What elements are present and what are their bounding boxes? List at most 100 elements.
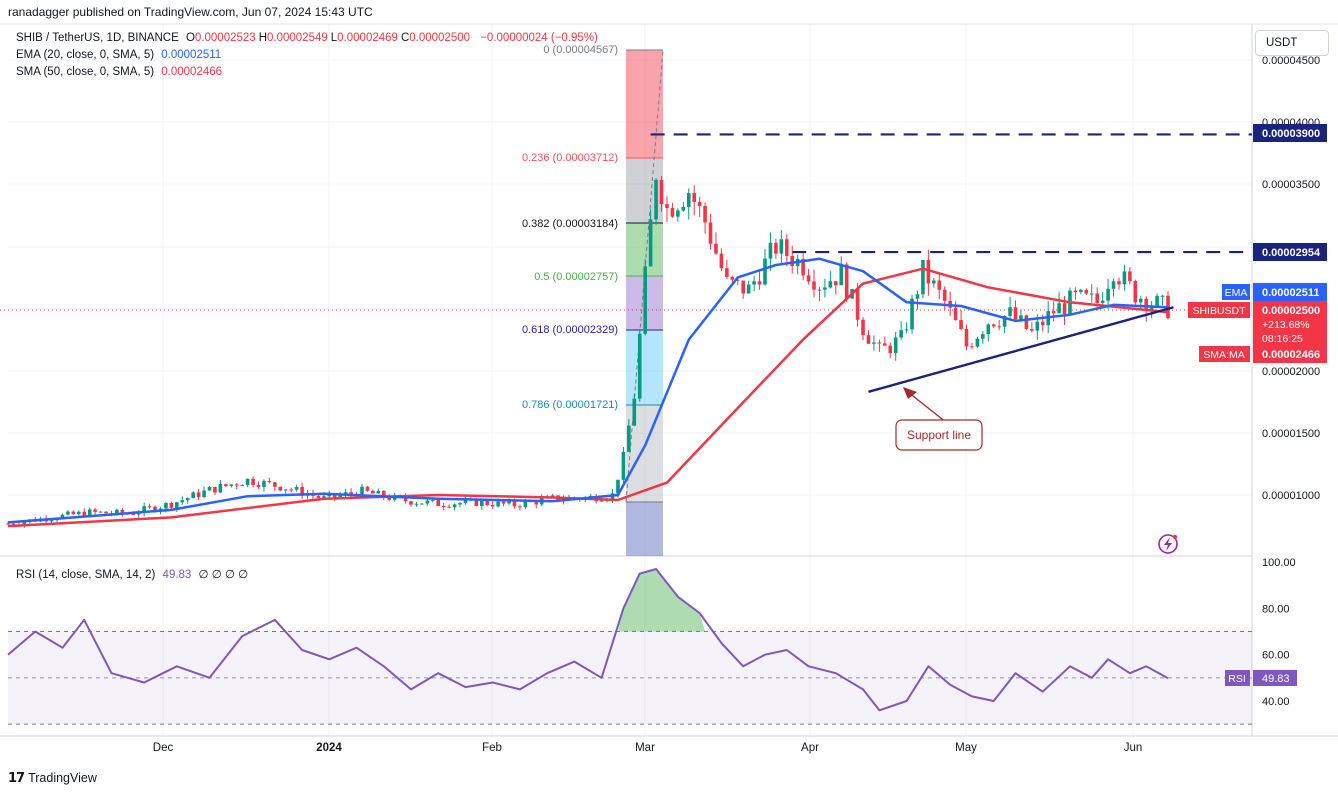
- rsi-axis-tick: 80.00: [1262, 603, 1290, 615]
- fib-level-label: 0.236 (0.00003712): [522, 152, 618, 164]
- candle-body: [425, 500, 430, 504]
- rsi-overbought-fill: [617, 569, 706, 632]
- candle-body: [752, 281, 756, 285]
- candle-body: [1144, 298, 1149, 311]
- candle-body: [926, 259, 931, 284]
- rsi-legend-label: RSI (14, close, SMA, 14, 2): [16, 569, 156, 581]
- candle-body: [823, 287, 827, 290]
- candle-body: [757, 281, 762, 285]
- rsi-legend[interactable]: RSI (14, close, SMA, 14, 2) 49.83 ∅ ∅ ∅ …: [16, 567, 248, 581]
- candle-body: [316, 495, 321, 498]
- candle-body: [1019, 315, 1023, 320]
- change-value: −0.00000024 (−0.95%): [480, 32, 598, 44]
- candle-body: [686, 193, 691, 207]
- candle-body: [779, 239, 784, 254]
- candle-body: [1040, 321, 1045, 326]
- fib-level-label: 0.618 (0.00002329): [522, 324, 618, 336]
- badge-ema-tag-bg: [1222, 284, 1250, 300]
- candle-body: [49, 520, 54, 522]
- candle-body: [251, 478, 255, 486]
- candle-body: [1122, 271, 1127, 285]
- ohlc-value-o: 0.00002523: [194, 32, 256, 44]
- fib-zone: [626, 405, 663, 502]
- candle-body: [458, 503, 462, 505]
- badge-ema-tag: EMA: [1225, 287, 1248, 299]
- candle-body: [937, 280, 942, 290]
- candle-body: [1057, 303, 1061, 314]
- candle-body: [218, 484, 223, 493]
- candle-body: [153, 506, 157, 512]
- candle-body: [376, 490, 381, 494]
- candle-body: [22, 521, 27, 525]
- candle-body: [774, 242, 778, 254]
- badge-ema-value: 0.00002511: [1262, 287, 1320, 299]
- badge-price-value: 0.00002500: [1262, 305, 1320, 317]
- sma-legend[interactable]: SMA (50, close, 0, SMA, 5) 0.00002466: [16, 66, 222, 78]
- candle-body: [1013, 307, 1018, 320]
- badge-resistance-mid: 0.00002954: [1262, 247, 1321, 259]
- candle-body: [1100, 300, 1105, 303]
- candle-body: [1089, 293, 1094, 295]
- candle-body: [899, 330, 903, 338]
- candle-body: [883, 343, 887, 346]
- badge-symbol-tag: SHIBUSDT: [1192, 305, 1246, 317]
- candle-body: [1008, 307, 1012, 317]
- ohlc-label-h: H: [258, 32, 267, 44]
- publisher-line: ranadagger published on TradingView.com,…: [8, 5, 373, 19]
- candle-body: [730, 276, 735, 280]
- price-axis-tick: 0.00004500: [1262, 55, 1320, 67]
- currency-button[interactable]: USDT: [1255, 30, 1329, 56]
- candle-body: [289, 489, 293, 491]
- lightning-icon[interactable]: [1158, 534, 1178, 554]
- footer-brand[interactable]: 𝟭𝟳 TradingView: [8, 770, 97, 786]
- rsi-axis-tick: 60.00: [1262, 650, 1290, 662]
- candle-body: [136, 512, 141, 515]
- candle-body: [1084, 289, 1089, 294]
- badge-rsi-value-bg: [1253, 670, 1297, 686]
- rsi-axis-tick: 100.00: [1262, 557, 1296, 569]
- candle-body: [921, 259, 925, 295]
- candle-body: [654, 179, 658, 220]
- candle-body: [169, 502, 174, 508]
- badge-sma-tag: SMA:MA: [1203, 349, 1244, 361]
- candle-body: [741, 280, 746, 294]
- candle-body: [490, 505, 495, 507]
- ema-legend[interactable]: EMA (20, close, 0, SMA, 5) 0.00002511: [16, 49, 221, 61]
- candle-body: [463, 499, 468, 504]
- badge-price-change: +213.68%: [1262, 319, 1310, 331]
- candle-body: [735, 279, 740, 281]
- candle-body: [142, 506, 146, 513]
- candle-body: [904, 329, 909, 331]
- candle-body: [71, 511, 76, 515]
- candle-body: [180, 500, 185, 503]
- candle-body: [1051, 311, 1056, 314]
- candle-body: [708, 222, 713, 244]
- candle-body: [801, 258, 805, 276]
- candle-body: [175, 502, 179, 508]
- candle-body: [436, 499, 441, 507]
- candle-body: [1079, 289, 1083, 292]
- candle-body: [599, 500, 604, 502]
- badge-sma-value-bg: [1253, 345, 1327, 363]
- candle-body: [365, 486, 370, 491]
- candle-body: [910, 298, 914, 330]
- candle-body: [953, 307, 958, 321]
- price-axis-tick: 0.00001000: [1262, 490, 1320, 502]
- candle-body: [817, 289, 822, 291]
- notification-dot-icon: [1172, 534, 1178, 540]
- candle-body: [496, 501, 500, 507]
- candle-body: [550, 495, 555, 497]
- candle-body: [224, 484, 228, 486]
- candle-body: [725, 268, 729, 277]
- candle-body: [1138, 298, 1143, 303]
- rsi-band: [8, 631, 1252, 725]
- candle-body: [518, 506, 522, 508]
- fib-level-label: 0.382 (0.00003184): [522, 218, 618, 230]
- fib-level-label: 0.5 (0.00002757): [534, 271, 618, 283]
- candle-body: [986, 324, 991, 335]
- candle-body: [1024, 315, 1029, 330]
- candle-body: [202, 490, 206, 498]
- candle-body: [115, 509, 119, 514]
- sma-legend-value: 0.00002466: [161, 66, 223, 78]
